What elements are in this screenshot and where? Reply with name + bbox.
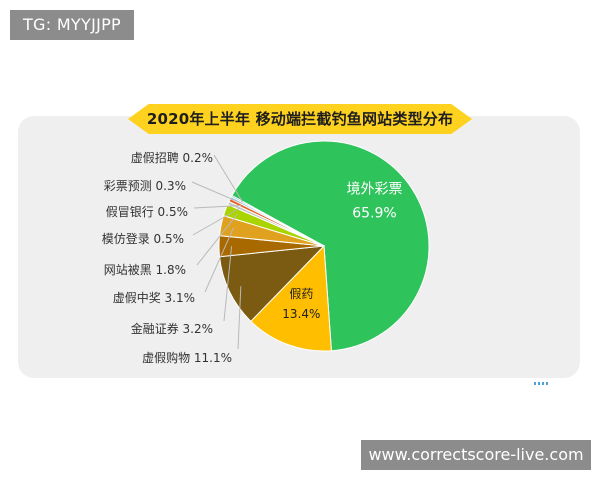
slice-inner-label: 境外彩票 <box>347 182 403 198</box>
leader-line <box>204 227 234 293</box>
corner-mark-icon <box>534 382 552 385</box>
slice-outer-label: 彩票预测 0.3% <box>104 179 186 193</box>
leader-line <box>193 204 241 209</box>
tg-label: TG: MYYJJPP <box>10 10 134 40</box>
slice-outer-label: 金融证券 3.2% <box>131 321 213 336</box>
chart-title: 2020年上半年 移动端拦截钓鱼网站类型分布 <box>146 110 454 128</box>
leader-line <box>237 286 242 350</box>
slice-inner-label: 假药 <box>289 287 313 301</box>
pie-slice-10 <box>230 194 325 247</box>
pie-slice-1 <box>231 140 430 352</box>
slice-inner-value: 13.4% <box>282 307 320 321</box>
slice-outer-label: 模仿登录 0.5% <box>102 231 184 246</box>
website-label: www.correctscore-live.com <box>361 440 591 470</box>
slice-outer-label: 网站被黑 1.8% <box>104 263 186 277</box>
slice-outer-label: 虚假招聘 0.2% <box>131 151 213 165</box>
leader-line <box>196 213 238 266</box>
slice-outer-label: 虚假中奖 3.1% <box>113 290 195 305</box>
slice-outer-label: 假冒银行 0.5% <box>106 205 188 219</box>
leader-line <box>223 246 233 322</box>
chart-title-banner <box>128 104 472 134</box>
leader-line <box>192 207 240 236</box>
leader-line <box>191 181 243 204</box>
slice-inner-value: 65.9% <box>352 206 396 222</box>
pie-slice-2 <box>250 244 332 352</box>
leader-line <box>213 154 244 203</box>
slice-outer-label: 虚假购物 11.1% <box>142 350 232 365</box>
